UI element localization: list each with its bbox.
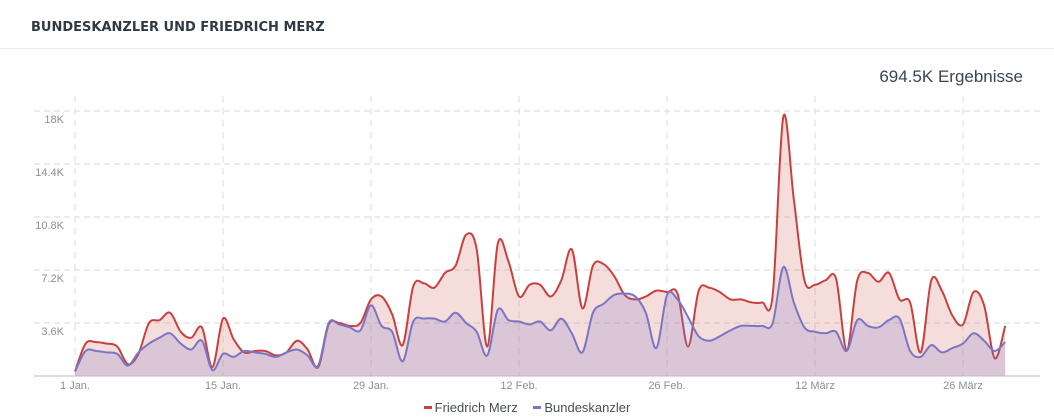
y-tick-label: 14.4K	[35, 167, 64, 179]
x-tick-label: 26 März	[943, 380, 983, 392]
x-tick-label: 12 Feb.	[500, 380, 537, 392]
legend-swatch-icon	[423, 406, 432, 409]
y-tick-label: 3.6K	[41, 326, 64, 338]
x-tick-label: 12 März	[795, 380, 835, 392]
legend: Friedrich Merz Bundeskanzler	[0, 397, 1054, 415]
legend-label: Friedrich Merz	[434, 400, 518, 415]
series-area-fill	[75, 114, 1006, 377]
total-results: 694.5K Ergebnisse	[879, 67, 1023, 86]
x-tick-label: 15 Jan.	[205, 380, 241, 392]
y-tick-label: 18K	[44, 114, 64, 126]
y-tick-label: 10.8K	[35, 220, 64, 232]
series-area-fill	[75, 266, 1006, 376]
legend-item-friedrich-merz[interactable]: Friedrich Merz	[423, 400, 518, 415]
x-tick-label: 26 Feb.	[648, 380, 685, 392]
x-tick-label: 1 Jan.	[60, 380, 90, 392]
legend-item-bundeskanzler[interactable]: Bundeskanzler	[533, 400, 630, 415]
legend-label: Bundeskanzler	[544, 400, 631, 415]
series-line[interactable]	[74, 266, 1006, 373]
legend-swatch-icon	[533, 406, 542, 409]
panel-header: BUNDESKANZLER UND FRIEDRICH MERZ	[0, 0, 1054, 49]
x-tick-label: 29 Jan.	[353, 380, 389, 392]
series-areas	[74, 113, 1007, 377]
y-tick-label: 7.2K	[41, 273, 64, 285]
grid	[34, 96, 1040, 376]
panel-title: BUNDESKANZLER UND FRIEDRICH MERZ	[31, 20, 325, 35]
axes: 3.6K 7.2K 10.8K 14.4K 18K 1 Jan. 15 Jan. 29 Jan…	[34, 114, 1040, 392]
